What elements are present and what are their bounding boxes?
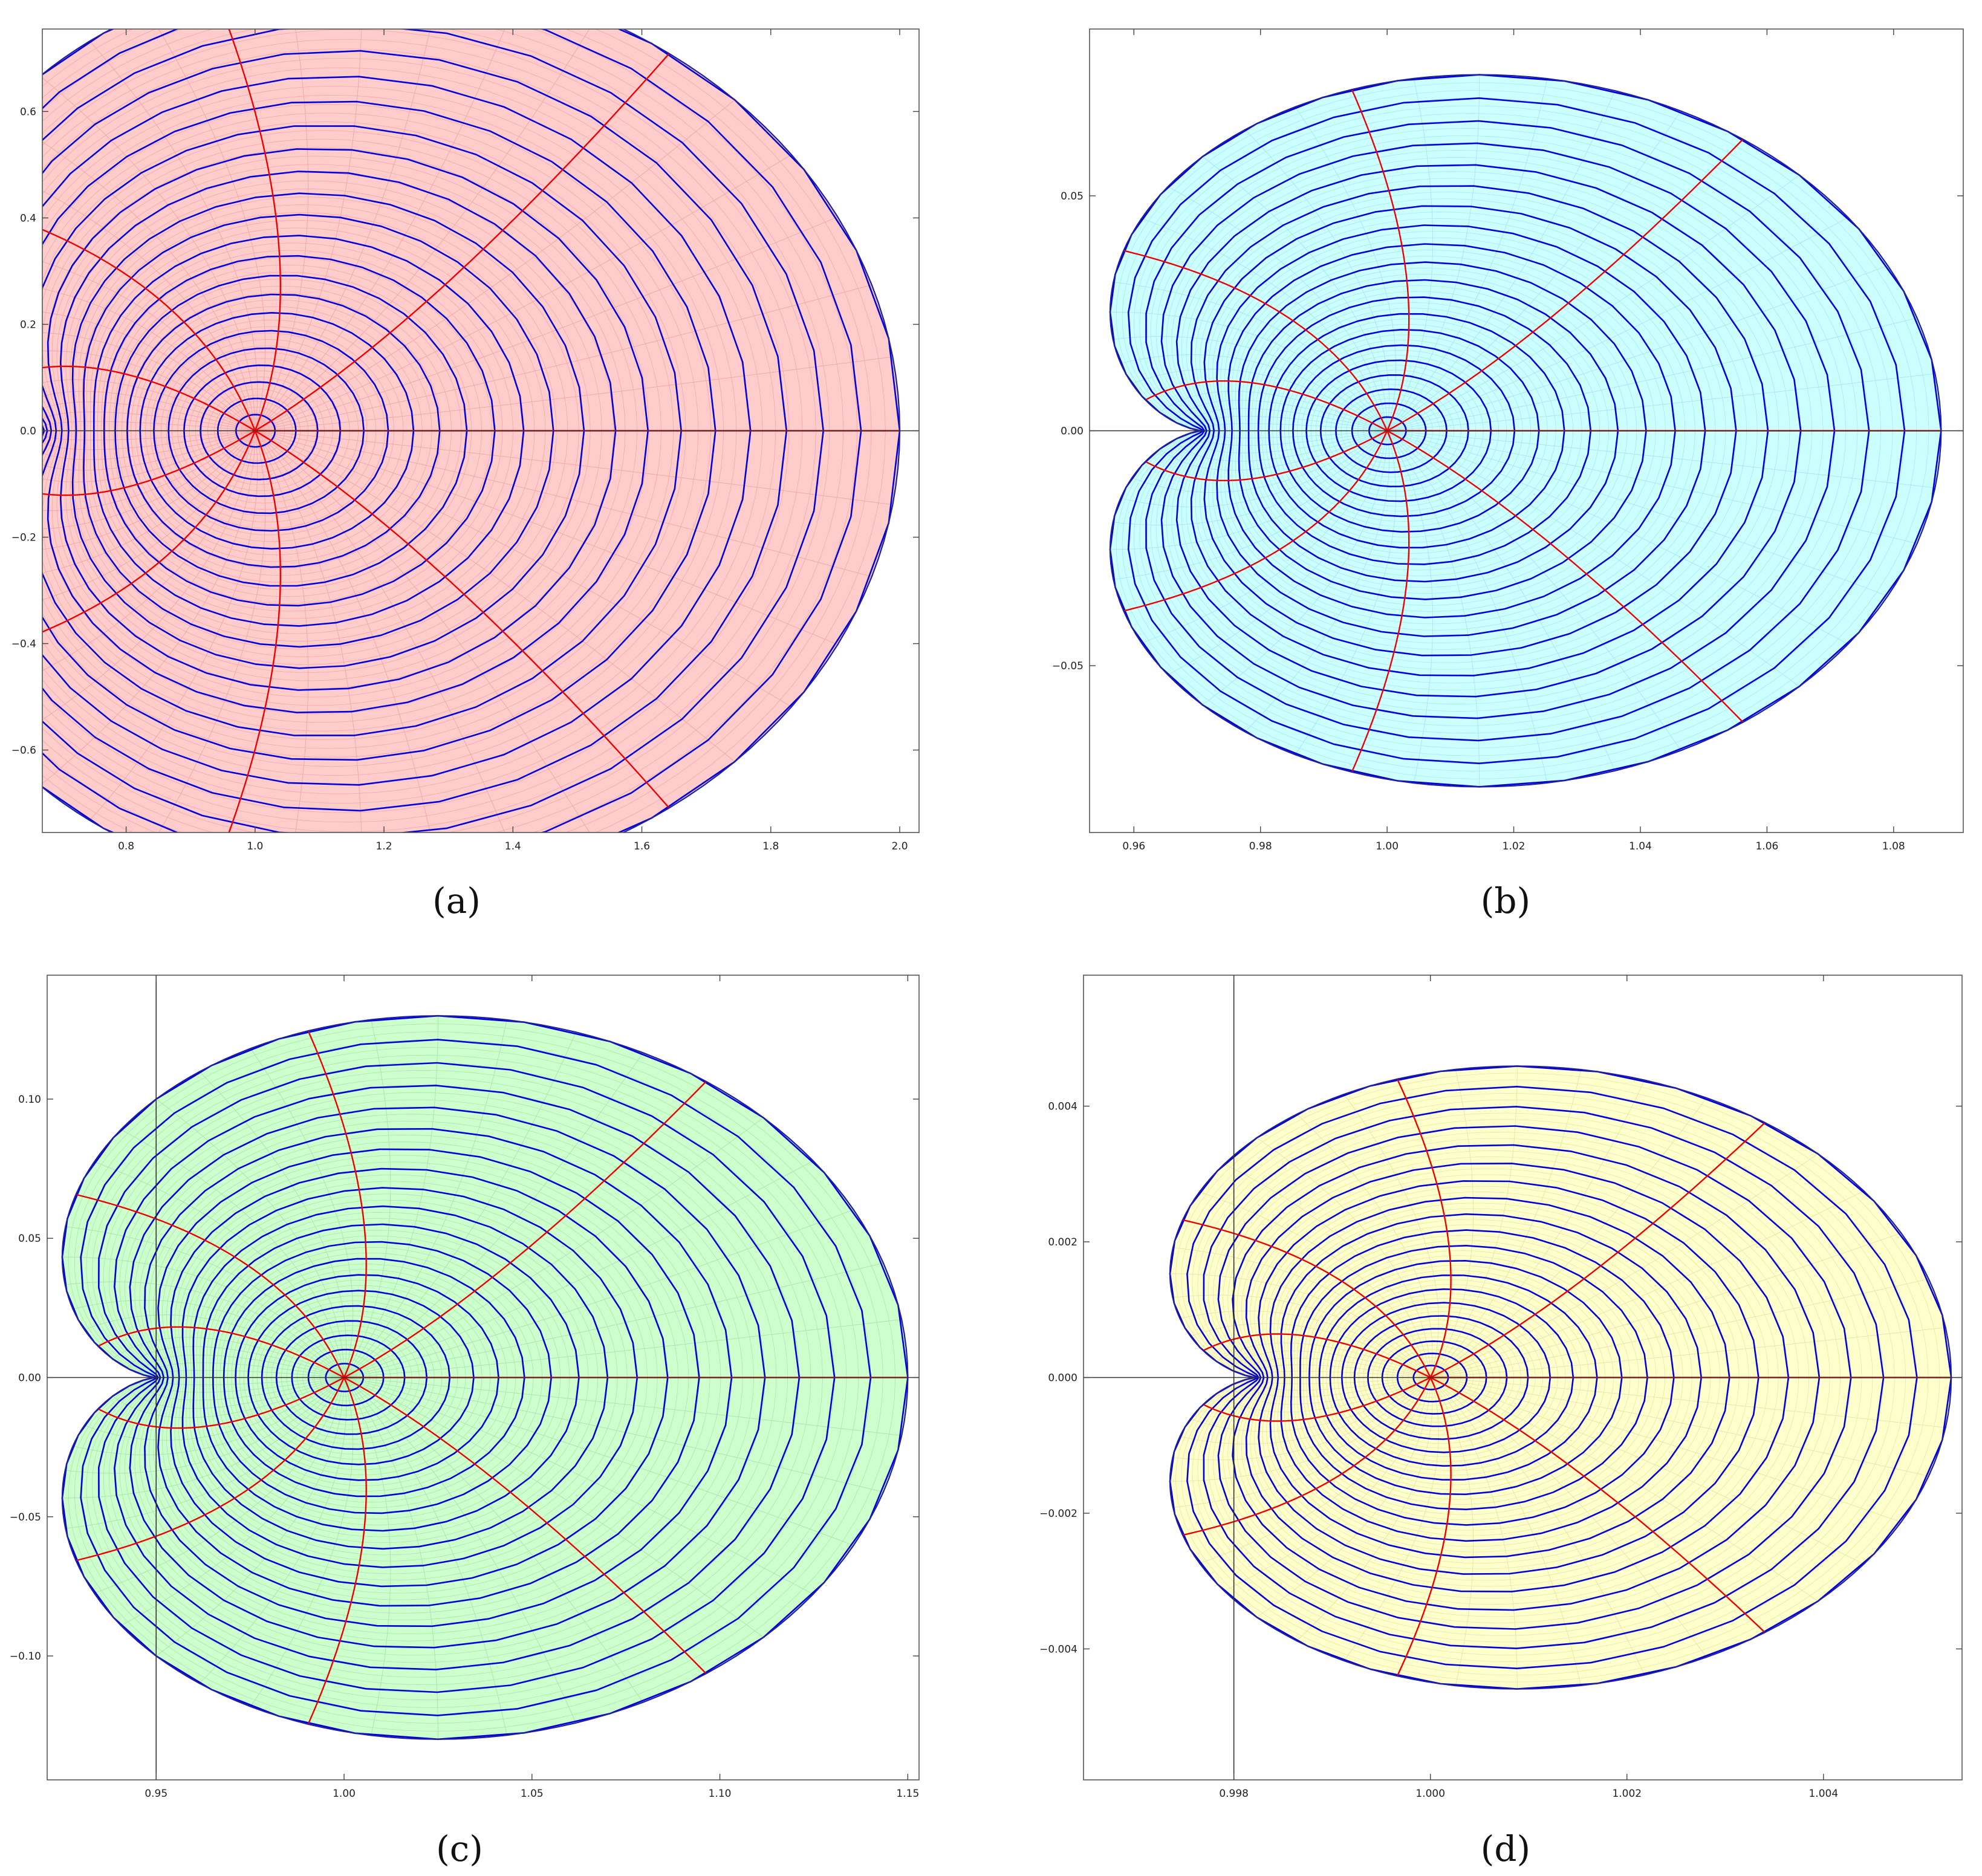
x-tick-label: 0.96 <box>1122 840 1145 852</box>
ray-curve <box>76 1193 345 1378</box>
x-tick-label: 1.000 <box>1415 1788 1445 1800</box>
ray-curve <box>42 430 256 496</box>
x-tick-label: 1.6 <box>634 840 650 852</box>
ray-curve <box>1430 1377 1766 1633</box>
y-tick-label: 0.00 <box>1061 426 1084 438</box>
y-ticks: −0.004 −0.002 0.000 0.002 0.004 <box>1039 1101 1962 1655</box>
ray-curve <box>1386 138 1744 432</box>
x-tick-label: 1.06 <box>1755 840 1778 852</box>
y-tick-label: −0.6 <box>11 745 36 757</box>
y-tick-label: −0.004 <box>1039 1643 1077 1655</box>
ray-curve <box>307 1030 367 1378</box>
x-tick-label: 2.0 <box>891 840 908 852</box>
panel-caption: (d) <box>1481 1828 1530 1869</box>
x-tick-label: 0.98 <box>1249 840 1272 852</box>
ray-curve <box>42 229 256 431</box>
y-tick-label: −0.4 <box>11 638 36 651</box>
y-tick-label: 0.002 <box>1048 1236 1077 1248</box>
x-tick-label: 1.15 <box>896 1788 919 1800</box>
ray-curve <box>42 430 256 633</box>
panel-d: 0.998 1.000 1.002 1.004 −0.004 −0.002 0.000 0.0… <box>1039 975 1963 1869</box>
plot-area <box>1084 975 1962 1780</box>
y-tick-label: 0.00 <box>18 1372 41 1384</box>
x-tick-label: 0.95 <box>145 1788 167 1800</box>
x-tick-label: 1.0 <box>247 840 263 852</box>
plot-area <box>42 29 919 833</box>
ray-curve <box>97 1326 345 1378</box>
x-tick-label: 1.8 <box>762 840 779 852</box>
y-tick-label: −0.10 <box>10 1650 41 1663</box>
ray-curve <box>1386 430 1744 723</box>
y-tick-label: 0.004 <box>1048 1101 1077 1113</box>
y-tick-label: −0.002 <box>1039 1508 1077 1520</box>
ray-curve <box>343 1080 707 1378</box>
ray-curve <box>1396 1079 1452 1378</box>
x-tick-label: 1.05 <box>521 1788 544 1800</box>
y-tick-label: 0.05 <box>18 1233 41 1245</box>
y-tick-label: 0.000 <box>1048 1372 1077 1384</box>
ray-curve <box>97 1377 345 1429</box>
x-tick-label: 1.00 <box>333 1788 356 1800</box>
ray-curve <box>1123 430 1388 612</box>
x-tick-label: 1.00 <box>1376 840 1399 852</box>
ray-curve <box>1145 380 1388 432</box>
y-tick-label: 0.2 <box>20 319 36 331</box>
panel-b: 0.96 0.98 1.00 1.02 1.04 1.06 1.08 −0.05 0.00 0.0… <box>1052 28 1964 921</box>
y-tick-label: 0.4 <box>20 212 36 224</box>
panel-a: 0.8 1.0 1.2 1.4 1.6 1.8 2.0 −0.6 −0.4 −0.2 0.0 0.2 0… <box>11 28 920 921</box>
ray-curve <box>42 365 256 432</box>
x-ticks: 0.96 0.98 1.00 1.02 1.04 1.06 1.08 <box>1122 29 1905 852</box>
x-tick-label: 0.998 <box>1219 1788 1249 1800</box>
ray-curve <box>1123 250 1388 431</box>
panel-c: 0.95 1.00 1.05 1.10 1.15 −0.10 −0.05 0.00 0.05 0.… <box>10 975 920 1869</box>
plot-area <box>47 975 919 1780</box>
ray-curve <box>1145 430 1388 481</box>
ray-curve <box>1351 89 1410 431</box>
ray-curve <box>1182 1219 1431 1378</box>
ray-curve <box>343 1377 707 1675</box>
x-tick-label: 1.10 <box>709 1788 732 1800</box>
ray-curve <box>307 1377 367 1725</box>
y-tick-label: 0.10 <box>18 1094 41 1106</box>
y-tick-label: 0.6 <box>20 106 36 118</box>
x-tick-label: 1.08 <box>1882 840 1905 852</box>
ray-curve <box>255 430 670 809</box>
y-ticks: −0.6 −0.4 −0.2 0.0 0.2 0.4 0.6 <box>11 106 919 757</box>
y-ticks: −0.10 −0.05 0.00 0.05 0.10 <box>10 1094 919 1663</box>
x-ticks: 0.998 1.000 1.002 1.004 <box>1219 975 1838 1800</box>
x-tick-label: 1.004 <box>1808 1788 1838 1800</box>
x-ticks: 0.95 1.00 1.05 1.10 1.15 <box>145 975 919 1800</box>
x-tick-label: 1.02 <box>1503 840 1525 852</box>
panel-caption: (c) <box>436 1828 483 1869</box>
y-tick-label: −0.2 <box>11 532 36 544</box>
ray-curve <box>76 1377 345 1562</box>
ray-curve <box>1351 430 1410 773</box>
ray-curve <box>1430 1122 1766 1378</box>
y-tick-label: 0.05 <box>1061 190 1084 203</box>
x-tick-label: 1.2 <box>376 840 392 852</box>
ray-curve <box>228 430 281 833</box>
ray-curve <box>255 53 670 432</box>
x-tick-label: 1.4 <box>505 840 521 852</box>
y-ticks: −0.05 0.00 0.05 <box>1052 190 1963 672</box>
ray-curve <box>1182 1377 1431 1536</box>
panel-caption: (a) <box>432 880 481 921</box>
y-tick-label: 0.0 <box>20 426 36 438</box>
x-ticks: 0.8 1.0 1.2 1.4 1.6 1.8 2.0 <box>118 29 908 852</box>
panel-caption: (b) <box>1481 880 1530 921</box>
ray-curve <box>228 29 281 431</box>
plot-area <box>1090 74 1963 788</box>
y-tick-label: −0.05 <box>10 1511 41 1524</box>
ray-curve <box>1396 1377 1452 1676</box>
x-tick-label: 1.002 <box>1612 1788 1642 1800</box>
x-tick-label: 1.04 <box>1629 840 1652 852</box>
y-tick-label: −0.05 <box>1052 660 1084 672</box>
x-tick-label: 0.8 <box>118 840 134 852</box>
